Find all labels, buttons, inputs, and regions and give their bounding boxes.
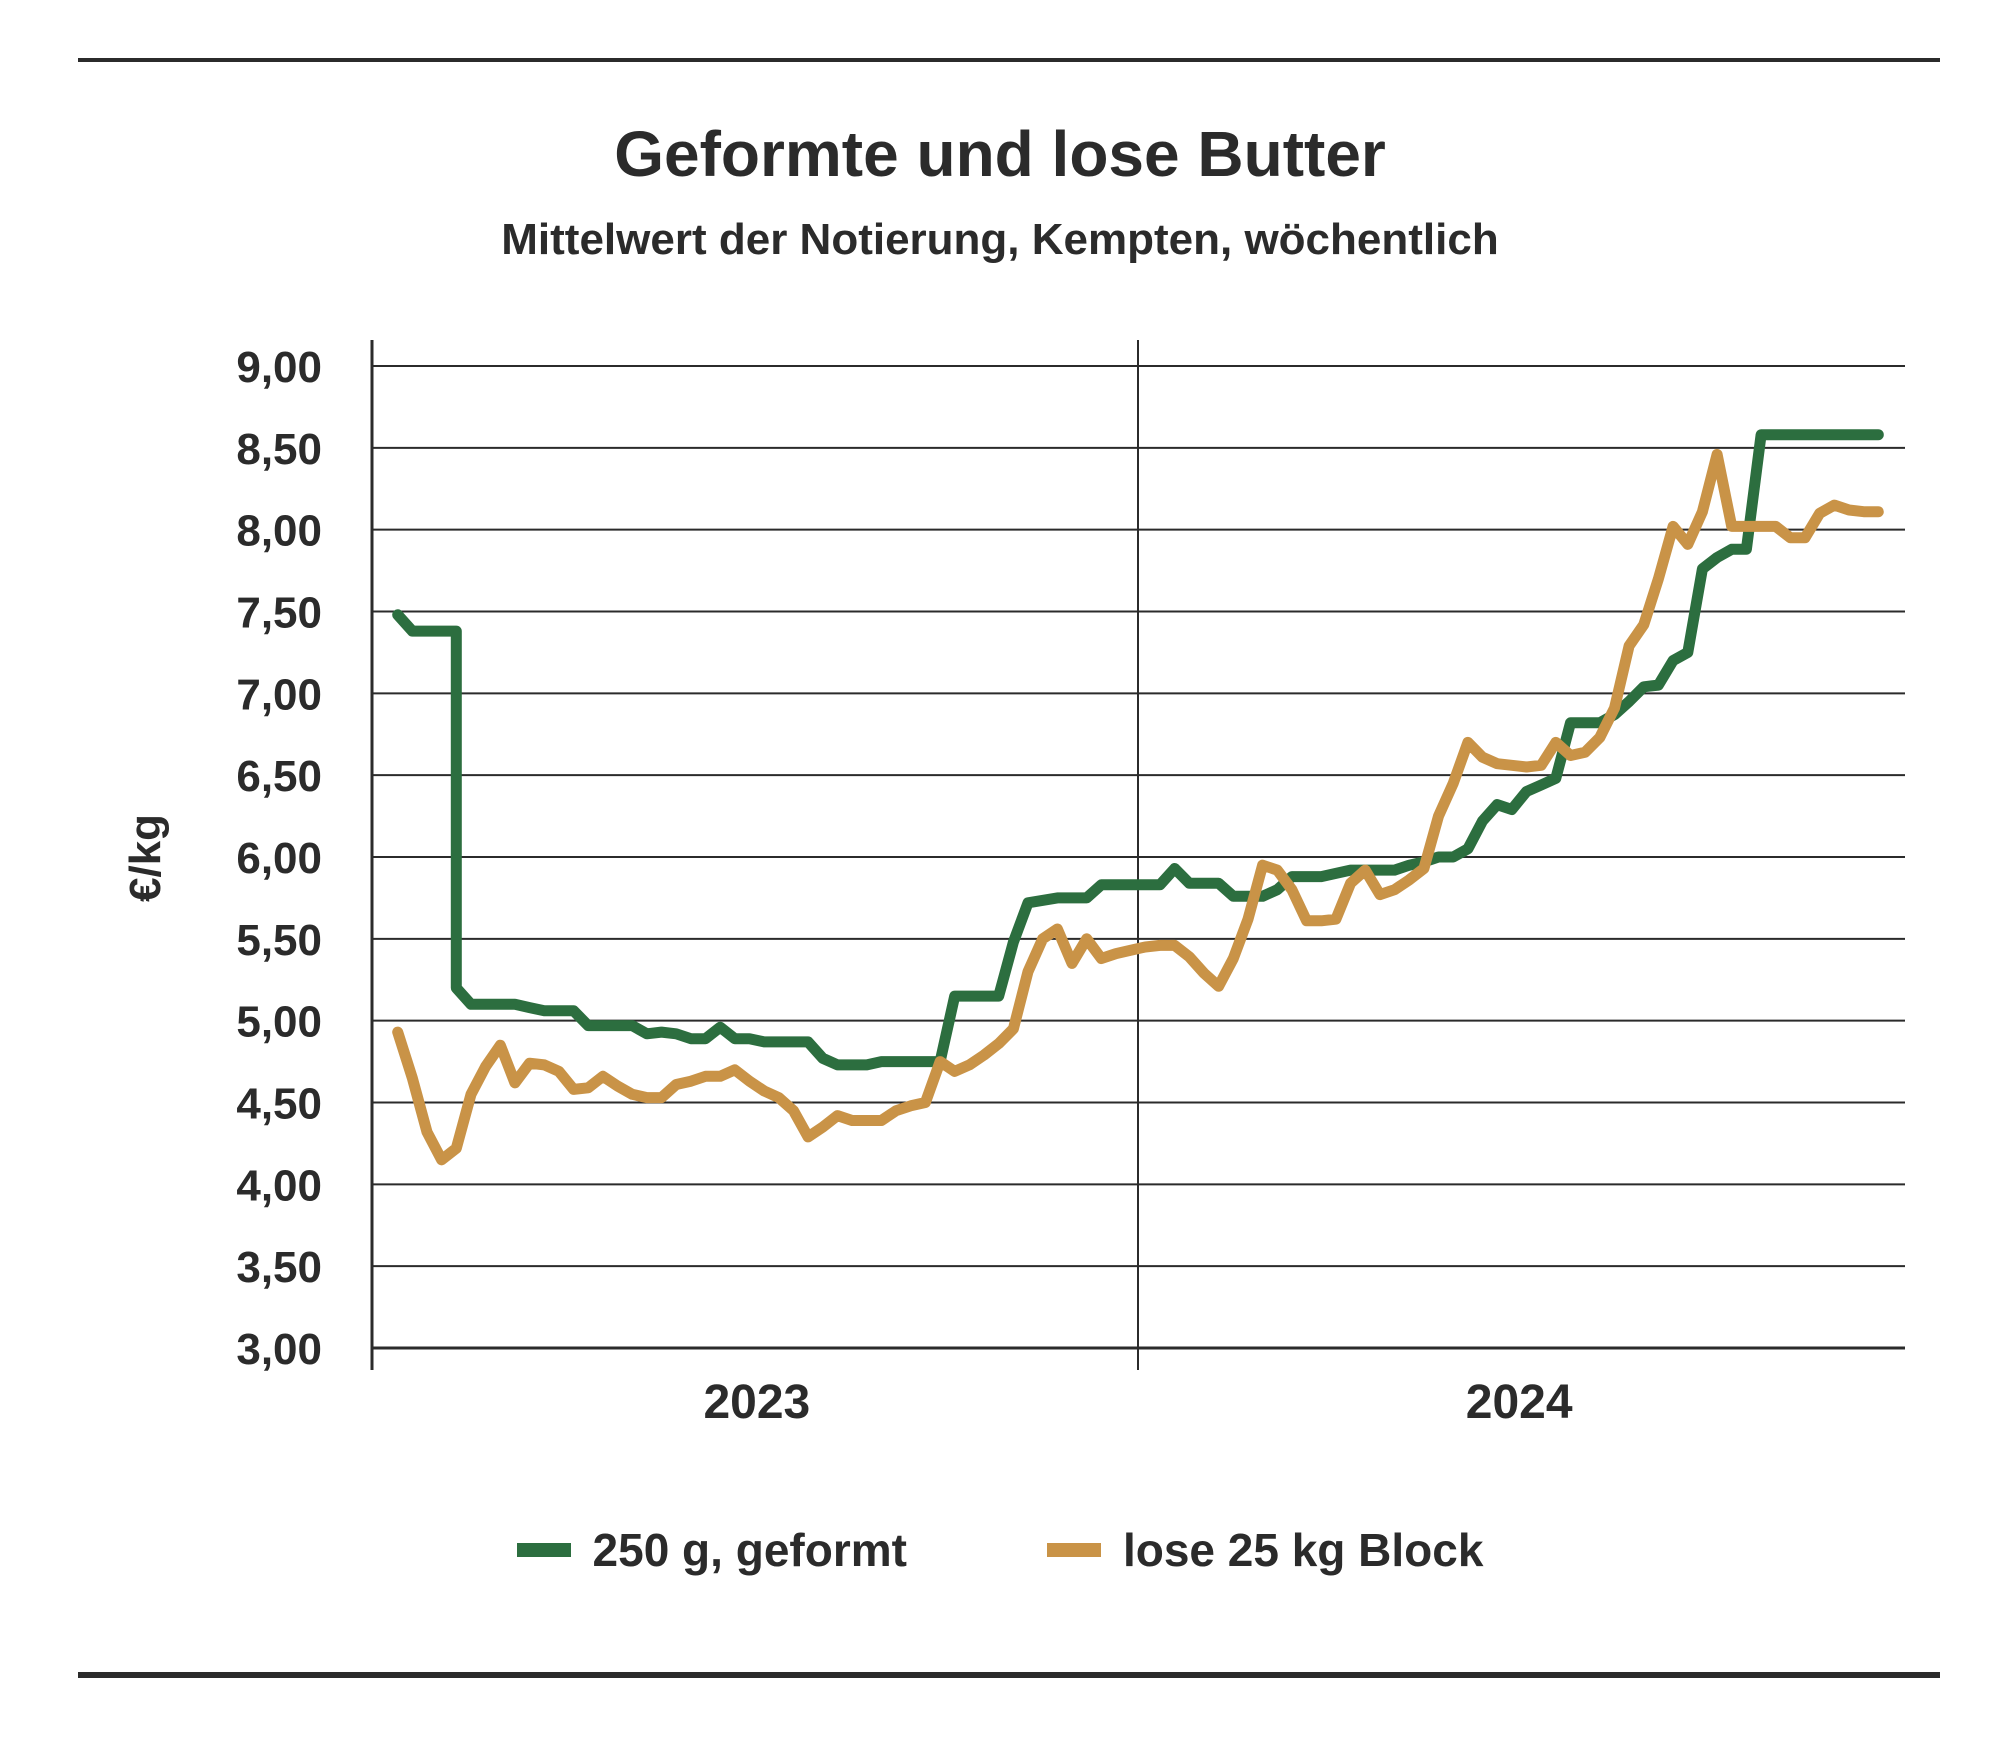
chart-title: Geformte und lose Butter (614, 118, 1386, 190)
series-line-geformt (392, 429, 1884, 1071)
y-tick-label: 4,50 (236, 1080, 322, 1129)
legend-swatch-block (1046, 1543, 1101, 1557)
legend-label-block: lose 25 kg Block (1122, 1524, 1484, 1576)
bottom-rule (78, 1672, 1940, 1678)
series (392, 429, 1884, 1166)
y-tick-label: 9,00 (236, 343, 322, 392)
y-tick-label: 6,00 (236, 834, 322, 883)
axes (370, 340, 1139, 1370)
y-tick-label: 3,00 (236, 1325, 322, 1374)
x-tick-label: 2023 (703, 1376, 810, 1429)
y-tick-label: 5,00 (236, 998, 322, 1047)
legend-label-geformt: 250 g, geformt (592, 1524, 907, 1576)
y-tick-label: 5,50 (236, 916, 322, 965)
y-tick-label: 7,00 (236, 670, 322, 719)
x-tick-label: 2024 (1466, 1376, 1573, 1429)
legend-swatch-geformt (516, 1543, 571, 1557)
y-tick-label: 8,00 (236, 507, 322, 556)
y-tick-label: 7,50 (236, 589, 322, 638)
chart-subtitle: Mittelwert der Notierung, Kempten, wöche… (501, 215, 1499, 264)
legend-item-block: lose 25 kg Block (1046, 1520, 1484, 1580)
y-tick-label: 3,50 (236, 1243, 322, 1292)
legend-item-geformt: 250 g, geformt (516, 1520, 907, 1580)
legend: 250 g, geformt lose 25 kg Block (0, 1520, 2000, 1580)
top-rule (78, 58, 1940, 62)
y-tick-label: 8,50 (236, 425, 322, 474)
y-tick-label: 4,00 (236, 1161, 322, 1210)
y-tick-labels: 3,00 3,50 4,00 4,50 5,00 5,50 6,00 6,50 7,00 7,50… (236, 343, 322, 1374)
y-axis-label: €/kg (121, 814, 170, 902)
y-tick-label: 6,50 (236, 752, 322, 801)
x-tick-labels: 2023 2024 (703, 1376, 1572, 1429)
series-line-block (392, 448, 1884, 1166)
